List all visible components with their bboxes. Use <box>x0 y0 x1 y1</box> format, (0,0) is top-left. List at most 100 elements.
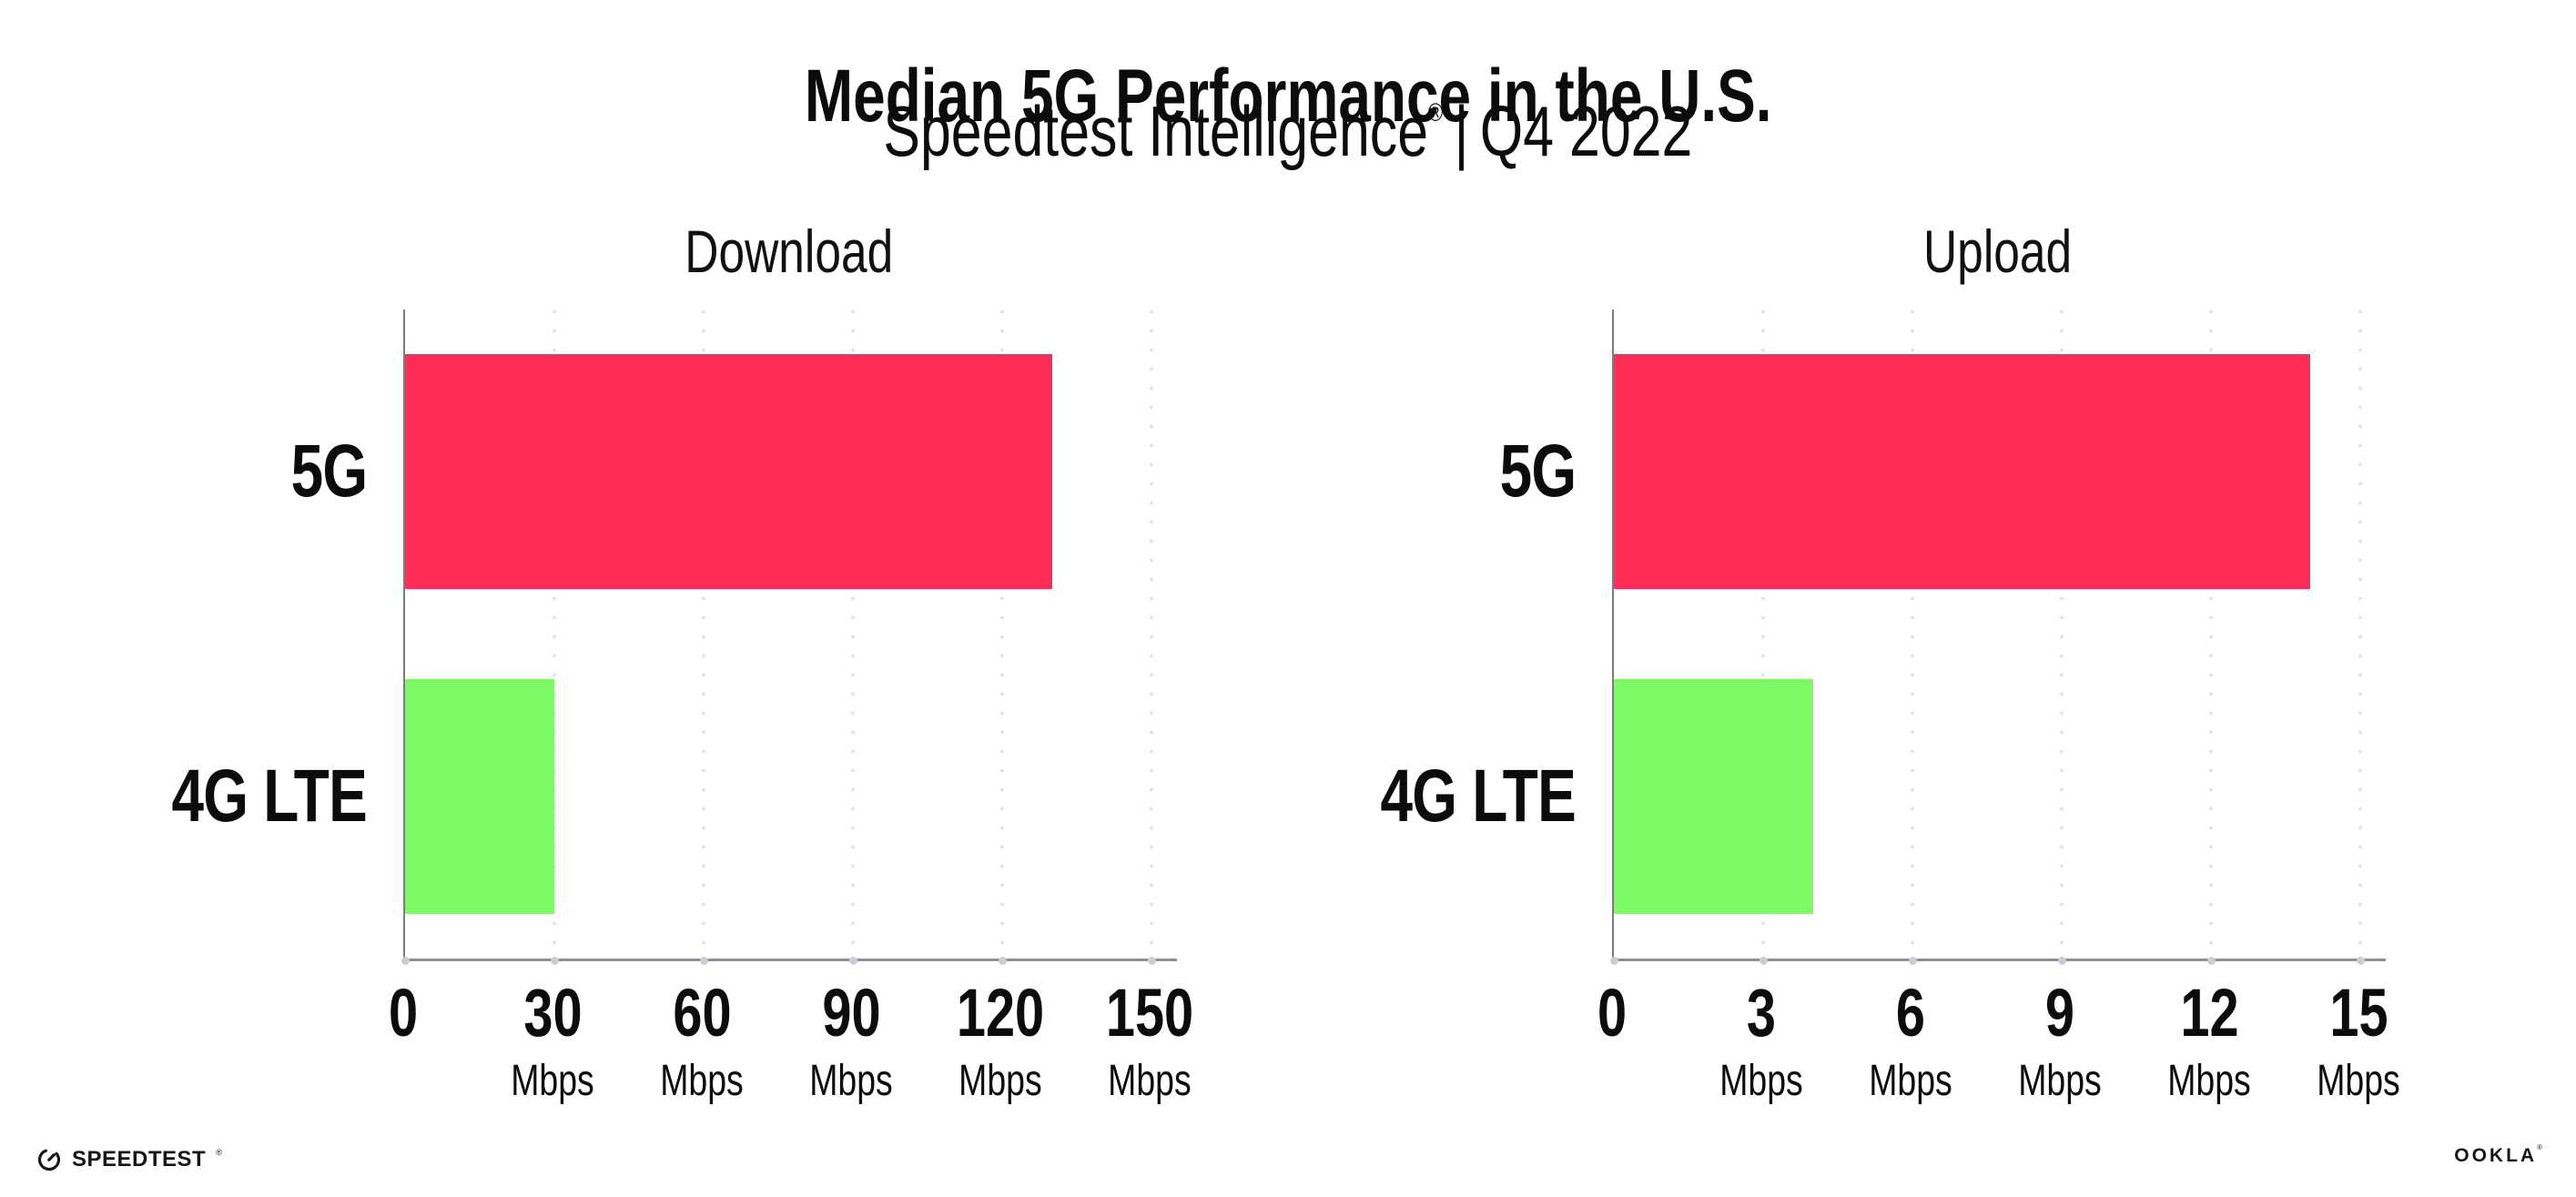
x-tick-unit-text: Mbps <box>511 1057 594 1105</box>
gridline <box>553 309 556 959</box>
ookla-logo: OOKLA ® <box>2454 1143 2542 1167</box>
x-tick-value: 12 <box>2155 979 2262 1047</box>
axis-tick-dot <box>2356 957 2365 965</box>
x-tick-label: 30 Mbps <box>499 979 605 1103</box>
registered-mark: ® <box>1428 98 1444 127</box>
x-tick-unit: Mbps <box>499 1060 605 1103</box>
x-tick-unit-text: Mbps <box>2018 1057 2102 1105</box>
subtitle-brand: Speedtest Intelligence <box>883 91 1429 171</box>
axis-tick-dot <box>848 957 857 965</box>
x-tick-unit: Mbps <box>648 1060 755 1103</box>
x-tick-value-text: 90 <box>821 975 881 1050</box>
x-tick-label: 60 Mbps <box>648 979 755 1103</box>
x-tick-value-text: 120 <box>956 975 1045 1050</box>
x-tick-unit: Mbps <box>2155 1060 2262 1103</box>
y-axis-labels-upload: 5G 4G LTE <box>1345 309 1577 959</box>
speedtest-registered-mark: ® <box>216 1148 222 1157</box>
page-title: Median 5G Performance in the U.S. <box>0 54 2576 137</box>
axis-tick-dot <box>1908 957 1917 965</box>
x-tick-unit-text: Mbps <box>809 1057 893 1105</box>
x-tick-label: 0 <box>384 979 421 1047</box>
axis-tick-dot <box>699 957 708 965</box>
gridline <box>1761 309 1765 959</box>
category-label: 5G <box>1499 430 1577 513</box>
category-row: 4G LTE <box>137 634 368 959</box>
x-tick-value: 15 <box>2305 979 2411 1047</box>
x-tick-unit-text: Mbps <box>2317 1057 2400 1105</box>
category-row: 5G <box>1345 309 1577 634</box>
x-tick-label: 6 Mbps <box>1857 979 1963 1103</box>
axis-tick-dot <box>401 957 410 965</box>
x-tick-value: 0 <box>384 979 421 1047</box>
ookla-registered-mark: ® <box>2537 1143 2542 1151</box>
subtitle-period: Q4 2022 <box>1480 91 1693 171</box>
bar-5g <box>1614 354 2311 590</box>
x-tick-value-text: 6 <box>1895 975 1926 1050</box>
x-tick-label: 15 Mbps <box>2305 979 2411 1103</box>
x-tick-label: 0 <box>1593 979 1630 1047</box>
x-tick-value: 3 <box>1708 979 1814 1047</box>
x-tick-value-text: 30 <box>522 975 583 1050</box>
x-tick-value-text: 12 <box>2179 975 2239 1050</box>
x-tick-label: 90 Mbps <box>797 979 904 1103</box>
x-tick-unit-text: Mbps <box>660 1057 744 1105</box>
subtitle-separator: | <box>1454 91 1469 171</box>
x-tick-value-text: 0 <box>1597 975 1628 1050</box>
x-axis-labels-download: 0 30 Mbps 60 Mbps 90 Mbps 120 Mbps 150 Mbps <box>389 979 1193 1134</box>
x-tick-label: 150 Mbps <box>1093 979 1205 1103</box>
x-tick-unit: Mbps <box>2006 1060 2113 1103</box>
x-tick-value: 6 <box>1857 979 1963 1047</box>
gridline <box>1150 309 1153 959</box>
bar-5g <box>405 354 1052 590</box>
category-row: 4G LTE <box>1345 634 1577 959</box>
bar-4g-lte <box>1614 678 1813 914</box>
x-tick-label: 120 Mbps <box>944 979 1056 1103</box>
x-tick-unit-text: Mbps <box>1719 1057 1803 1105</box>
chart-title-upload: Upload <box>1612 217 2384 286</box>
x-tick-unit-text: Mbps <box>1108 1057 1192 1105</box>
speedtest-gauge-icon <box>36 1147 62 1172</box>
plot-area-download <box>401 309 1177 965</box>
gridline <box>1000 309 1004 959</box>
x-tick-label: 9 Mbps <box>2006 979 2113 1103</box>
page-title-text: Median 5G Performance in the U.S. <box>804 54 1772 137</box>
x-tick-unit: Mbps <box>2305 1060 2411 1103</box>
chart-title-download-text: Download <box>685 218 894 285</box>
x-tick-unit-text: Mbps <box>1869 1057 1952 1105</box>
category-row: 5G <box>137 309 368 634</box>
axis-tick-dot <box>2057 957 2066 965</box>
speedtest-wordmark: SPEEDTEST <box>72 1147 207 1172</box>
x-tick-value-text: 150 <box>1105 975 1194 1050</box>
x-tick-label: 3 Mbps <box>1708 979 1814 1103</box>
ookla-wordmark: OOKLA <box>2454 1145 2538 1166</box>
x-tick-unit: Mbps <box>1093 1060 1205 1103</box>
gridline <box>1911 309 1914 959</box>
x-tick-unit: Mbps <box>1857 1060 1963 1103</box>
gridline <box>702 309 705 959</box>
speedtest-logo: SPEEDTEST ® <box>36 1140 222 1180</box>
x-tick-unit: Mbps <box>944 1060 1056 1103</box>
axis-tick-dot <box>1759 957 1768 965</box>
x-tick-value: 120 <box>944 979 1056 1047</box>
axis-tick-dot <box>1147 957 1156 965</box>
x-tick-unit: Mbps <box>797 1060 904 1103</box>
x-tick-value: 90 <box>797 979 904 1047</box>
axis-tick-dot <box>998 957 1007 965</box>
y-axis-labels-download: 5G 4G LTE <box>137 309 368 959</box>
x-tick-unit-text: Mbps <box>2167 1057 2251 1105</box>
bar-4g-lte <box>405 678 554 914</box>
category-label: 4G LTE <box>171 754 368 837</box>
page-subtitle-text: Speedtest Intelligence® | Q4 2022 <box>883 91 1693 171</box>
x-tick-value: 9 <box>2006 979 2113 1047</box>
x-tick-value-text: 3 <box>1746 975 1777 1050</box>
chart-title-download: Download <box>403 217 1175 286</box>
category-label: 5G <box>290 430 368 513</box>
x-tick-value-text: 15 <box>2328 975 2388 1050</box>
x-tick-value: 150 <box>1093 979 1205 1047</box>
gridline <box>851 309 855 959</box>
x-tick-value-text: 9 <box>2044 975 2075 1050</box>
x-tick-label: 12 Mbps <box>2155 979 2262 1103</box>
x-tick-value-text: 60 <box>672 975 732 1050</box>
gridline <box>2060 309 2064 959</box>
